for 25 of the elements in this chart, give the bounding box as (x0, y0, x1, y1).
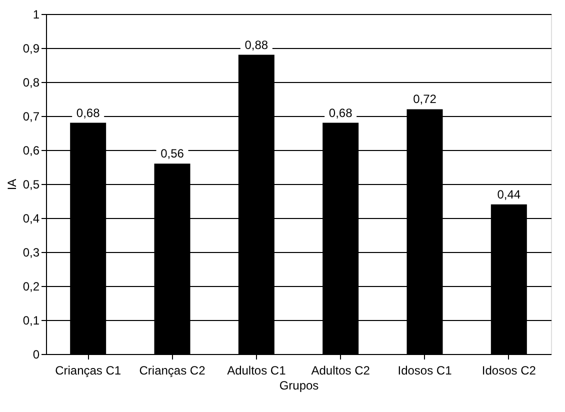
y-tick-label: 0,3 (22, 246, 40, 260)
y-tick-label: 1 (32, 8, 40, 22)
y-tick-label: 0 (32, 348, 40, 362)
x-tick-label: Crianças C1 (55, 364, 122, 378)
y-tick-label: 0,6 (22, 144, 40, 158)
y-tick-label: 0,4 (22, 212, 40, 226)
y-tick-label: 0,8 (22, 76, 40, 90)
data-label: 0,72 (413, 92, 437, 106)
x-tick-label: Crianças C2 (139, 364, 206, 378)
y-axis-title: IA (4, 178, 19, 190)
y-tick-label: 0,1 (22, 314, 40, 328)
x-tick-label: Idosos C2 (482, 364, 536, 378)
x-tick-label: Adultos C2 (311, 364, 370, 378)
y-tick-label: 0,2 (22, 280, 40, 294)
y-tick-label: 0,9 (22, 42, 40, 56)
data-label: 0,68 (76, 106, 100, 120)
x-axis-title: Grupos (279, 378, 319, 392)
data-label: 0,68 (328, 106, 353, 120)
y-tick-label: 0,5 (22, 178, 40, 192)
data-label: 0,88 (244, 38, 268, 52)
data-label: 0,56 (160, 146, 184, 161)
data-label: 0,44 (497, 187, 521, 202)
y-tick-label: 0,7 (22, 110, 40, 124)
x-tick-label: Idosos C1 (398, 364, 452, 378)
x-tick-label: Adultos C1 (227, 364, 286, 378)
